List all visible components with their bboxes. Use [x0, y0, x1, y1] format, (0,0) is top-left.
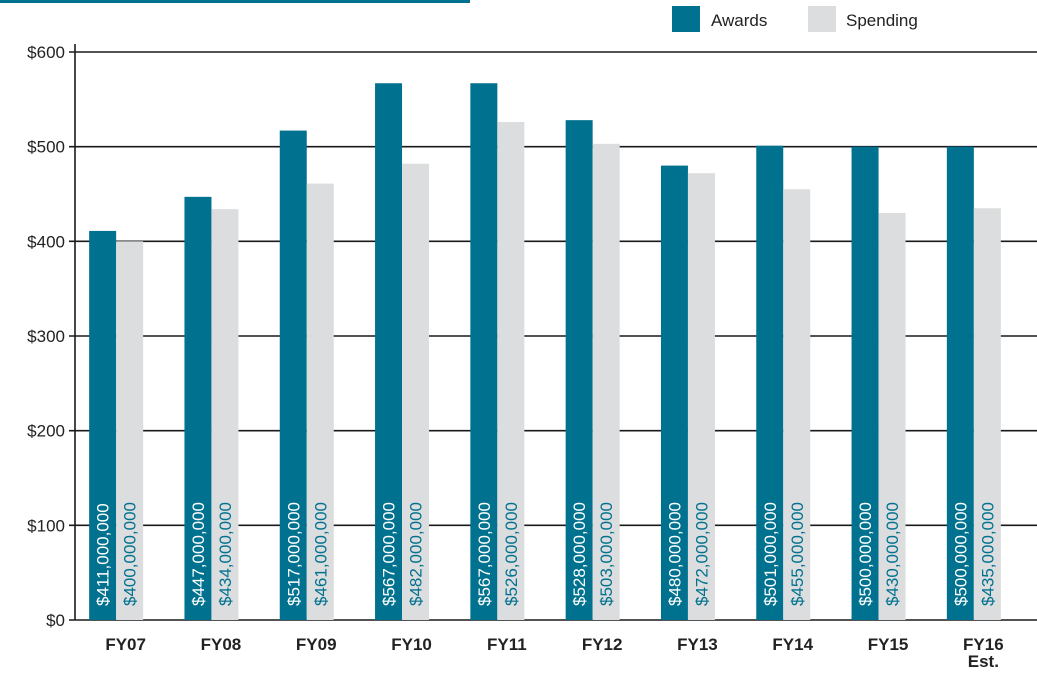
bar-spending — [402, 163, 430, 620]
x-tick-label: FY10 — [391, 635, 432, 654]
x-tick-label: FY12 — [582, 635, 623, 654]
bar-awards — [565, 120, 593, 620]
bar-value-label: $480,000,000 — [665, 502, 684, 606]
bar-spending — [878, 212, 906, 620]
bar-awards — [470, 83, 498, 621]
x-axis: FY07 FY08 FY09 FY10 FY11 FY12 FY13 FY14 FY15 FY16… — [105, 635, 1003, 671]
bar-awards — [279, 130, 307, 620]
x-tick-label: FY13 — [677, 635, 718, 654]
y-tick-label: $500 — [27, 138, 65, 157]
bar-value-label: $435,000,000 — [978, 502, 997, 606]
y-tick-label: $200 — [27, 422, 65, 441]
legend-label-awards: Awards — [711, 11, 767, 30]
bar-value-label: $411,000,000 — [94, 503, 113, 606]
bar-value-label: $472,000,000 — [692, 502, 711, 606]
bar-spending — [211, 209, 239, 620]
bar-value-label: $526,000,000 — [502, 502, 521, 606]
bar-spending — [592, 143, 620, 620]
bar-spending — [497, 122, 525, 620]
bar-spending — [306, 183, 334, 620]
bar-value-label: $461,000,000 — [311, 502, 330, 606]
x-tick-label: FY08 — [201, 635, 242, 654]
bar-awards — [756, 145, 784, 620]
bar-value-label: $503,000,000 — [597, 502, 616, 606]
bar-value-label: $500,000,000 — [856, 502, 875, 606]
bar-value-label: $434,000,000 — [216, 502, 235, 606]
bar-spending — [783, 189, 811, 620]
bar-value-label: $517,000,000 — [284, 502, 303, 606]
legend-label-spending: Spending — [846, 11, 918, 30]
y-axis: $0 $100 $200 $300 $400 $500 $600 — [27, 43, 76, 630]
bar-value-label: $400,000,000 — [121, 502, 140, 606]
bar-awards — [660, 165, 688, 620]
x-tick-label: FY15 — [868, 635, 909, 654]
bar-awards — [946, 146, 974, 620]
x-tick-label: FY14 — [772, 635, 813, 654]
y-tick-label: $100 — [27, 516, 65, 535]
bar-value-label: $455,000,000 — [788, 502, 807, 606]
x-tick-label: FY11 — [487, 635, 527, 654]
bar-value-label: $482,000,000 — [407, 502, 426, 606]
bar-awards — [184, 196, 212, 620]
legend: Awards Spending — [672, 6, 918, 32]
bars: $411,000,000 $400,000,000 $447,000,000 $434… — [89, 83, 1001, 621]
y-tick-label: $0 — [46, 611, 65, 630]
x-tick-label: FY07 — [105, 635, 146, 654]
bar-awards — [375, 83, 403, 621]
x-tick-label: FY16 Est. — [963, 635, 1004, 671]
bar-value-label: $528,000,000 — [570, 502, 589, 606]
y-tick-label: $400 — [27, 232, 65, 251]
bar-spending — [116, 241, 144, 621]
bar-spending — [973, 208, 1001, 620]
legend-swatch-awards — [672, 6, 700, 32]
legend-swatch-spending — [808, 6, 836, 32]
header-accent-line — [0, 0, 470, 3]
bar-value-label: $567,000,000 — [380, 502, 399, 606]
bar-value-label: $500,000,000 — [951, 502, 970, 606]
bar-value-label: $430,000,000 — [883, 502, 902, 606]
bar-awards — [89, 230, 117, 621]
bar-value-label: $447,000,000 — [189, 502, 208, 606]
x-tick-label: FY09 — [296, 635, 337, 654]
y-tick-label: $600 — [27, 43, 65, 62]
bar-awards — [851, 146, 879, 620]
y-tick-label: $300 — [27, 327, 65, 346]
bar-value-label: $567,000,000 — [475, 502, 494, 606]
bar-value-label: $501,000,000 — [761, 502, 780, 606]
bar-spending — [687, 173, 715, 620]
